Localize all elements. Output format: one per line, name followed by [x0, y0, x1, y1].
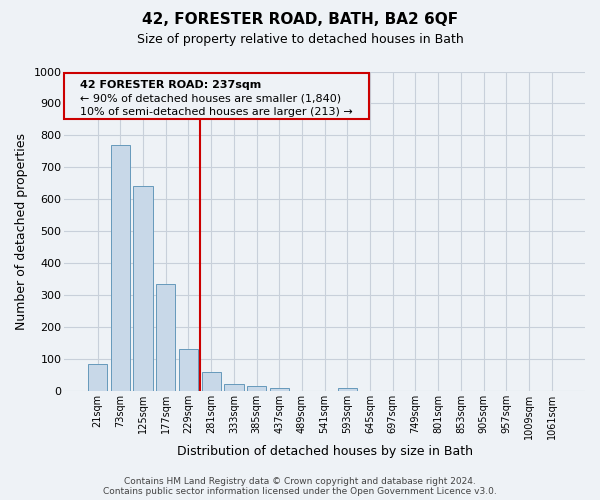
- Bar: [179, 350, 198, 391]
- Bar: [247, 386, 266, 391]
- Bar: [269, 388, 289, 391]
- Text: Contains HM Land Registry data © Crown copyright and database right 2024.: Contains HM Land Registry data © Crown c…: [124, 477, 476, 486]
- X-axis label: Distribution of detached houses by size in Bath: Distribution of detached houses by size …: [176, 444, 473, 458]
- Text: 42, FORESTER ROAD, BATH, BA2 6QF: 42, FORESTER ROAD, BATH, BA2 6QF: [142, 12, 458, 28]
- Text: 10% of semi-detached houses are larger (213) →: 10% of semi-detached houses are larger (…: [80, 106, 353, 117]
- FancyBboxPatch shape: [64, 73, 369, 120]
- Bar: [202, 372, 221, 391]
- Text: 42 FORESTER ROAD: 237sqm: 42 FORESTER ROAD: 237sqm: [80, 80, 261, 90]
- Text: Contains public sector information licensed under the Open Government Licence v3: Contains public sector information licen…: [103, 487, 497, 496]
- Y-axis label: Number of detached properties: Number of detached properties: [15, 132, 28, 330]
- Bar: [156, 284, 175, 391]
- Text: ← 90% of detached houses are smaller (1,840): ← 90% of detached houses are smaller (1,…: [80, 94, 341, 104]
- Bar: [88, 364, 107, 391]
- Bar: [338, 388, 357, 391]
- Bar: [133, 186, 153, 391]
- Bar: [111, 145, 130, 391]
- Text: Size of property relative to detached houses in Bath: Size of property relative to detached ho…: [137, 32, 463, 46]
- Bar: [224, 384, 244, 391]
